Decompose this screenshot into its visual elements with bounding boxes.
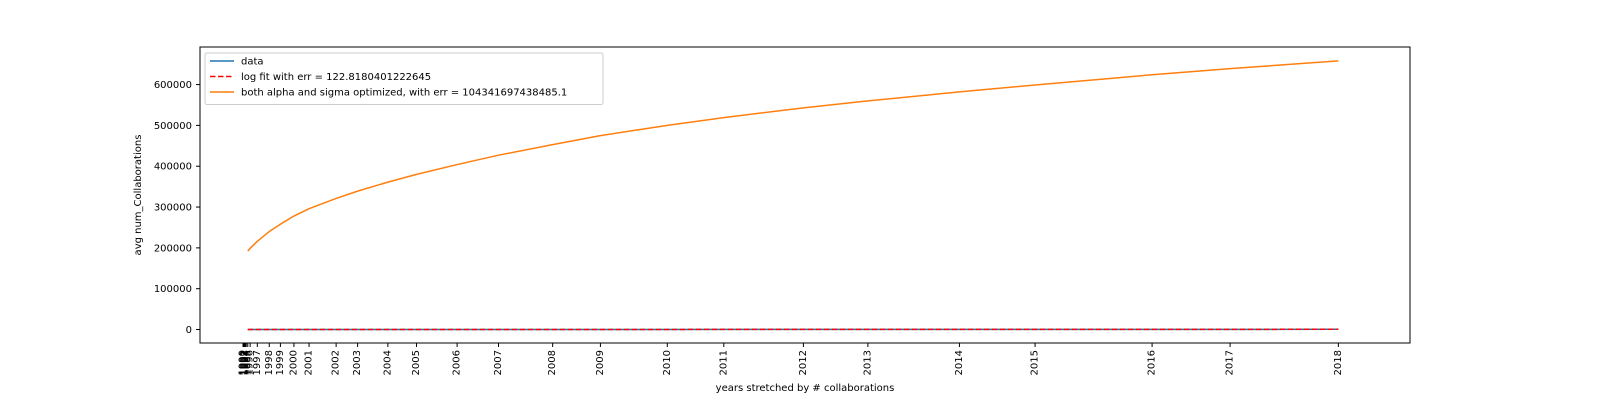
plot-lines xyxy=(247,60,1339,331)
x-tick-label: 2004 xyxy=(382,350,393,375)
x-tick-label: 2018 xyxy=(1333,350,1344,375)
y-tick-label: 200000 xyxy=(154,243,192,254)
x-tick-label: 1993 xyxy=(240,350,251,375)
x-tick-label: 1992 xyxy=(239,350,250,375)
x-tick-label: 1997 xyxy=(252,350,263,375)
x-tick-label: 2011 xyxy=(718,350,729,375)
x-tick-label: 2010 xyxy=(662,350,673,375)
y-tick-label: 0 xyxy=(186,325,192,336)
legend-box xyxy=(204,52,604,105)
x-tick-label: 2016 xyxy=(1147,350,1158,375)
x-tick-label: 2015 xyxy=(1030,350,1041,375)
x-axis-label: years stretched by # collaborations xyxy=(716,383,895,394)
x-tick-label: 1998 xyxy=(264,350,275,375)
x-tick-label: 2012 xyxy=(798,350,809,375)
x-tick-label: 2017 xyxy=(1225,350,1236,375)
legend-label: log fit with err = 122.8180401222645 xyxy=(241,72,431,83)
x-tick-label: 2005 xyxy=(411,350,422,375)
plot-frame xyxy=(199,46,1411,344)
x-tick-label: 2009 xyxy=(595,350,606,375)
x-tick-label: 1996 xyxy=(245,350,256,375)
y-axis: 0 100000 200000 300000 400000 500000 600000 xyxy=(154,80,200,336)
y-axis-label: avg num_Collaborations xyxy=(133,135,144,256)
x-tick-label: 2000 xyxy=(288,350,299,375)
y-tick-label: 500000 xyxy=(154,121,192,132)
y-tick-label: 300000 xyxy=(154,203,192,214)
series-line-3 xyxy=(247,60,1339,252)
x-tick-label: 2006 xyxy=(452,350,463,375)
y-tick-label: 400000 xyxy=(154,162,192,173)
x-tick-label: 1999 xyxy=(275,350,286,375)
x-tick-label: 2013 xyxy=(862,350,873,375)
y-tick-label: 600000 xyxy=(154,80,192,91)
x-tick-label: 1990 xyxy=(237,350,248,375)
x-tick-label: 1991 xyxy=(238,350,249,375)
x-tick-label: 2003 xyxy=(352,350,363,375)
x-tick-label: 2001 xyxy=(304,350,315,375)
legend: data log fit with err = 122.8180401222645… xyxy=(204,52,604,105)
y-tick-label: 100000 xyxy=(154,284,192,295)
x-tick-label: 2014 xyxy=(954,350,965,375)
x-tick-label: 1995 xyxy=(242,350,253,375)
x-tick-label: 1994 xyxy=(241,350,252,375)
x-tick-label: 2002 xyxy=(331,350,342,375)
x-tick-label: 2008 xyxy=(547,350,558,375)
x-tick-label: 2007 xyxy=(493,350,504,375)
legend-label: both alpha and sigma optimized, with err… xyxy=(241,88,567,99)
legend-label: data xyxy=(241,57,264,68)
